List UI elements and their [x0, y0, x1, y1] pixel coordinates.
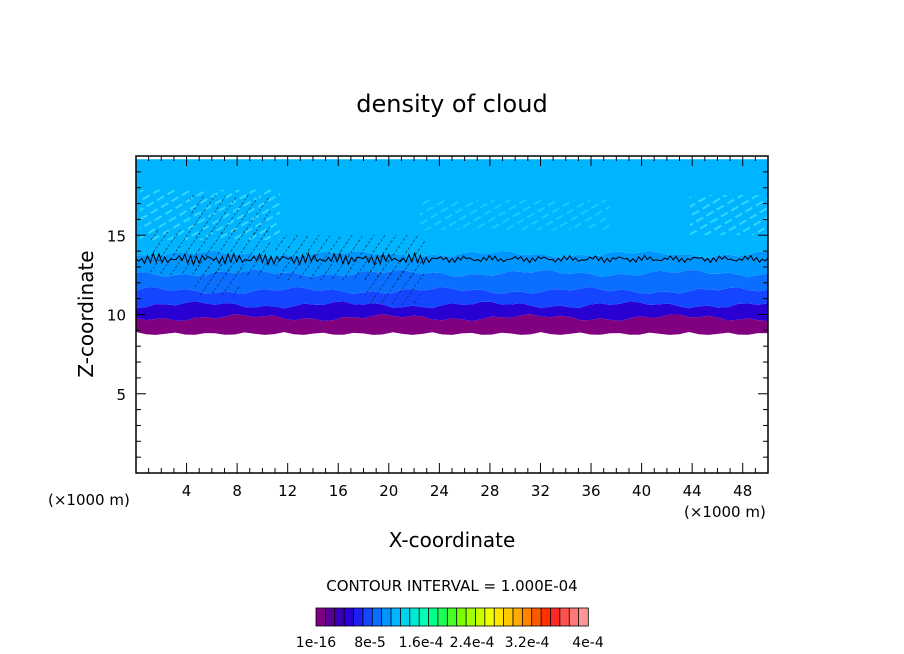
colorbar-swatch — [493, 607, 505, 627]
y-axis-label: Z-coordinate — [74, 250, 98, 377]
cloud-layer — [136, 287, 768, 309]
colorbar-label: 1e-16 — [296, 635, 336, 651]
x-tick-label: 24 — [430, 482, 449, 500]
contour-interval-label: CONTOUR INTERVAL = 1.000E-04 — [326, 577, 577, 595]
colorbar-label: 3.2e-4 — [505, 635, 550, 651]
colorbar-label: 4e-4 — [572, 635, 604, 651]
colorbar-label: 8e-5 — [354, 635, 385, 651]
colorbar — [315, 607, 589, 627]
cloud-layer — [136, 301, 768, 322]
y-tick-label: 15 — [107, 227, 126, 245]
x-tick-label: 28 — [480, 482, 499, 500]
y-axis-ticks: 5 10 15 — [107, 171, 768, 458]
colorbar-swatch — [428, 607, 439, 627]
x-tick-label: 48 — [733, 482, 752, 500]
x-tick-label: 8 — [232, 482, 242, 500]
x-axis-ticks: 4 8 12 16 20 24 28 32 36 40 44 48 — [148, 156, 756, 500]
x-tick-label: 20 — [379, 482, 398, 500]
colorbar-swatch — [512, 607, 524, 627]
colorbar-swatch — [484, 607, 495, 627]
cloud-layer — [136, 313, 768, 335]
x-unit-right: (×1000 m) — [684, 503, 766, 521]
colorbar-swatch — [521, 607, 533, 627]
y-tick-label: 10 — [107, 307, 126, 325]
colorbar-swatch — [371, 607, 383, 627]
colorbar-swatch — [456, 607, 467, 627]
colorbar-swatch — [418, 607, 430, 627]
colorbar-swatch — [446, 607, 458, 627]
colorbar-swatch — [531, 607, 542, 627]
colorbar-swatch — [578, 607, 589, 627]
streak-region-right — [690, 195, 768, 235]
colorbar-swatch — [400, 607, 411, 627]
colorbar-swatch — [568, 607, 580, 627]
x-unit-left: (×1000 m) — [48, 491, 130, 509]
contour-line — [136, 251, 768, 267]
colorbar-swatch — [437, 607, 449, 627]
y-tick-label: 5 — [116, 386, 126, 404]
hatch-region-b — [190, 195, 270, 235]
x-tick-label: 40 — [632, 482, 651, 500]
x-tick-label: 12 — [278, 482, 297, 500]
colorbar-label: 2.4e-4 — [450, 635, 495, 651]
x-tick-label: 16 — [329, 482, 348, 500]
x-tick-label: 4 — [182, 482, 192, 500]
colorbar-swatch — [559, 607, 570, 627]
colorbar-swatch — [550, 607, 561, 627]
colorbar-label: 1.6e-4 — [399, 635, 444, 651]
colorbar-swatch — [381, 607, 392, 627]
x-tick-label: 36 — [581, 482, 600, 500]
colorbar-swatch — [503, 607, 514, 627]
colorbar-swatch — [540, 607, 552, 627]
colorbar-swatch — [315, 607, 327, 627]
turbulence-hatching — [150, 195, 425, 305]
colorbar-swatch — [334, 607, 345, 627]
streak-region-mid — [420, 200, 610, 230]
chart-title: density of cloud — [356, 90, 547, 118]
colorbar-swatch — [353, 607, 364, 627]
colorbar-labels: 1e-16 8e-5 1.6e-4 2.4e-4 3.2e-4 4e-4 — [296, 635, 604, 651]
colorbar-swatch — [324, 607, 336, 627]
colorbar-swatch — [409, 607, 420, 627]
colorbar-swatch — [465, 607, 477, 627]
colorbar-swatch — [390, 607, 402, 627]
colorbar-swatch — [343, 607, 355, 627]
colorbar-swatch — [475, 607, 486, 627]
x-tick-label: 44 — [683, 482, 702, 500]
x-axis-label: X-coordinate — [389, 528, 516, 552]
colorbar-swatch — [362, 607, 373, 627]
hatch-region-e — [365, 270, 420, 305]
hatch-region-d — [195, 265, 240, 295]
x-tick-label: 32 — [531, 482, 550, 500]
